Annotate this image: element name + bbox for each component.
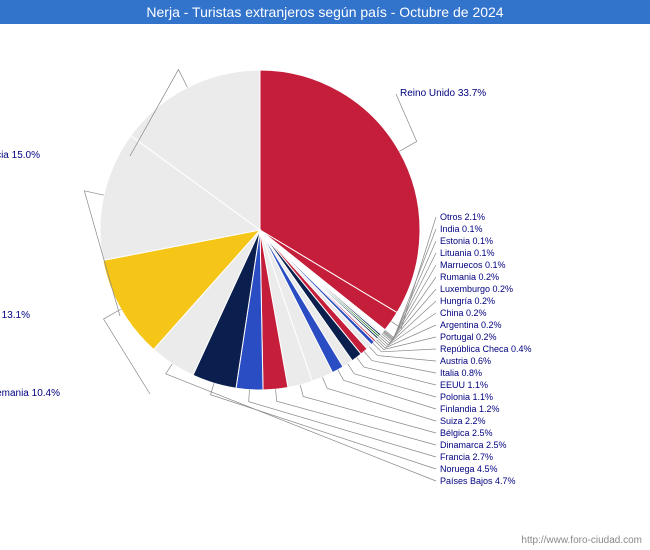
leader-line bbox=[104, 309, 150, 394]
slice-label: Dinamarca 2.5% bbox=[440, 440, 507, 450]
slice-label: Bélgica 2.5% bbox=[440, 428, 493, 438]
slice-label: Otros 2.1% bbox=[440, 212, 485, 222]
slice-label: Portugal 0.2% bbox=[440, 332, 497, 342]
slice-label: Austria 0.6% bbox=[440, 356, 491, 366]
leader-line bbox=[338, 370, 436, 409]
slice-label: Irlanda 13.1% bbox=[0, 310, 30, 321]
slice-label: Alemania 10.4% bbox=[0, 388, 60, 399]
slice-label: EEUU 1.1% bbox=[440, 380, 488, 390]
slice-label: China 0.2% bbox=[440, 308, 487, 318]
leader-line bbox=[369, 347, 436, 361]
leader-line bbox=[276, 389, 436, 445]
slice-label: Finlandia 1.2% bbox=[440, 404, 500, 414]
leader-line bbox=[391, 217, 436, 328]
leader-line bbox=[211, 383, 436, 469]
leader-line bbox=[130, 70, 187, 156]
slice-label: Luxemburgo 0.2% bbox=[440, 284, 513, 294]
slice-label: Estonia 0.1% bbox=[440, 236, 493, 246]
slice-label: Argentina 0.2% bbox=[440, 320, 502, 330]
leader-line bbox=[84, 191, 120, 316]
footer: http://www.foro-ciudad.com bbox=[8, 535, 642, 546]
slice-label: Países Bajos 4.7% bbox=[440, 476, 516, 486]
leader-line bbox=[348, 364, 436, 397]
slice-label: Noruega 4.5% bbox=[440, 464, 498, 474]
chart-area: Reino Unido 33.7% Suecia 15.0% Irlanda 13.… bbox=[0, 30, 650, 530]
leader-line bbox=[384, 241, 436, 339]
slice-label: Hungría 0.2% bbox=[440, 296, 495, 306]
chart-title: Nerja - Turistas extranjeros según país … bbox=[0, 0, 650, 24]
leader-line bbox=[166, 364, 436, 481]
chart-container: Nerja - Turistas extranjeros según país … bbox=[0, 0, 650, 550]
slice-label: Rumania 0.2% bbox=[440, 272, 499, 282]
slice-label: Marruecos 0.1% bbox=[440, 260, 506, 270]
slice-label: Polonia 1.1% bbox=[440, 392, 493, 402]
leader-line bbox=[396, 94, 417, 151]
slice-label: India 0.1% bbox=[440, 224, 483, 234]
footer-url: http://www.foro-ciudad.com bbox=[521, 535, 642, 546]
slice-label: Reino Unido 33.7% bbox=[400, 88, 486, 99]
leader-line bbox=[357, 357, 436, 385]
slice-label: Francia 2.7% bbox=[440, 452, 493, 462]
slice-label: Suiza 2.2% bbox=[440, 416, 486, 426]
leader-line bbox=[378, 313, 436, 346]
slice-label: Suecia 15.0% bbox=[0, 150, 40, 161]
slice-label: República Checa 0.4% bbox=[440, 344, 532, 354]
callout-lines bbox=[0, 30, 650, 530]
slice-label: Italia 0.8% bbox=[440, 368, 482, 378]
slice-label: Lituania 0.1% bbox=[440, 248, 495, 258]
leader-line bbox=[385, 229, 436, 338]
leader-line bbox=[382, 277, 436, 342]
leader-line bbox=[323, 377, 436, 421]
leader-line bbox=[300, 385, 436, 433]
